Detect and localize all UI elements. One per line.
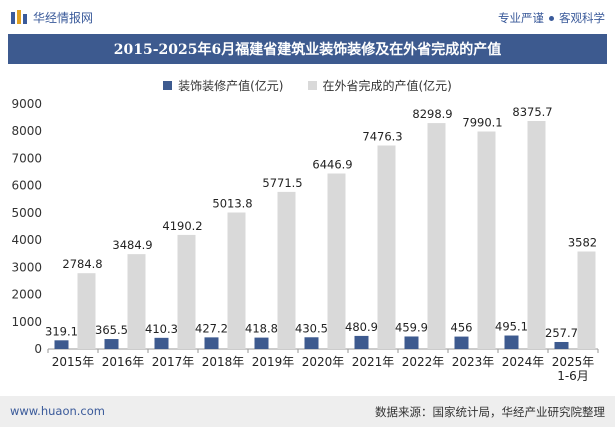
data-label-decoration: 365.5 xyxy=(95,323,128,337)
bar-decoration xyxy=(504,335,519,349)
data-label-outside: 4190.2 xyxy=(162,219,202,233)
bar-decoration xyxy=(304,337,319,349)
data-label-outside: 3582 xyxy=(568,235,597,249)
data-label-outside: 8298.9 xyxy=(412,107,452,121)
legend-label-outside: 在外省完成的产值(亿元) xyxy=(322,78,452,93)
data-label-outside: 7476.3 xyxy=(362,129,402,143)
data-label-decoration: 495.1 xyxy=(495,320,528,334)
top-bar: 华经情报网 专业严谨 客观科学 xyxy=(0,0,615,34)
bar-decoration xyxy=(404,336,419,349)
bar-decoration xyxy=(104,339,119,349)
x-tick-label: 2022年 xyxy=(402,355,445,369)
bar-chart: 0 1000 2000 3000 4000 5000 6000 7000 8000 9000 319… xyxy=(11,97,599,383)
x-tick-label: 2018年 xyxy=(202,355,245,369)
bar-outside xyxy=(77,273,96,349)
data-label-outside: 3484.9 xyxy=(112,238,152,252)
footer-url: www.huaon.com xyxy=(10,404,105,418)
y-tick-label: 9000 xyxy=(11,97,42,111)
bar-decoration xyxy=(454,336,469,349)
bar-decoration xyxy=(204,337,219,349)
bar-decoration xyxy=(254,337,269,349)
bar-outside xyxy=(527,120,546,349)
bar-outside xyxy=(327,173,346,349)
brand: 华经情报网 xyxy=(10,8,93,26)
tagline-right: 客观科学 xyxy=(559,11,605,25)
x-tick-label: 2015年 xyxy=(52,355,95,369)
tagline-left: 专业严谨 xyxy=(498,11,544,25)
data-label-decoration: 427.2 xyxy=(195,321,228,335)
bar-outside xyxy=(227,212,246,349)
x-tick-label: 2023年 xyxy=(452,355,495,369)
data-label-decoration: 418.8 xyxy=(245,322,278,336)
data-label-outside: 7990.1 xyxy=(462,115,502,129)
y-tick-label: 8000 xyxy=(11,124,42,138)
data-label-decoration: 410.3 xyxy=(145,322,178,336)
y-tick-label: 2000 xyxy=(11,288,42,302)
brand-logo-icon xyxy=(11,10,27,24)
data-label-outside: 6446.9 xyxy=(312,158,352,172)
x-tick-label: 2021年 xyxy=(352,355,395,369)
data-label-decoration: 319.1 xyxy=(45,324,78,338)
footer: www.huaon.com 数据来源：国家统计局，华经产业研究院整理 xyxy=(0,396,615,427)
tagline-dot-icon xyxy=(549,15,554,21)
y-tick-label: 5000 xyxy=(11,206,42,220)
y-tick-label: 4000 xyxy=(11,233,42,247)
x-tick-label: 2019年 xyxy=(252,355,295,369)
x-tick-label: 2024年 xyxy=(502,355,545,369)
x-tick-label: 2025年 xyxy=(552,355,595,369)
bar-outside xyxy=(427,123,446,349)
data-label-decoration: 480.9 xyxy=(345,320,378,334)
y-tick-label: 0 xyxy=(34,342,42,356)
title-bar: 2015-2025年6月福建省建筑业装饰装修及在外省完成的产值 xyxy=(8,34,607,64)
bar-decoration xyxy=(554,341,569,349)
data-label-outside: 5013.8 xyxy=(212,197,252,211)
x-tick-label: 1-6月 xyxy=(557,369,589,383)
x-tick-label: 2020年 xyxy=(302,355,345,369)
data-label-decoration: 257.7 xyxy=(545,326,578,340)
y-tick-label: 1000 xyxy=(11,315,42,329)
legend-label-decoration: 装饰装修产值(亿元) xyxy=(178,78,284,93)
legend-item-decoration: 装饰装修产值(亿元) xyxy=(163,76,284,94)
bar-decoration xyxy=(354,335,369,349)
bar-outside xyxy=(477,131,496,349)
data-label-outside: 5771.5 xyxy=(262,176,302,190)
bar-outside xyxy=(277,191,296,349)
bar-outside xyxy=(127,254,146,349)
bar-decoration xyxy=(154,337,169,349)
tagline: 专业严谨 客观科学 xyxy=(498,10,605,26)
data-label-decoration: 459.9 xyxy=(395,320,428,334)
legend-swatch-outside xyxy=(307,80,317,90)
footer-source: 数据来源：国家统计局，华经产业研究院整理 xyxy=(375,405,605,419)
brand-name: 华经情报网 xyxy=(33,10,94,25)
x-tick-label: 2016年 xyxy=(102,355,145,369)
y-tick-label: 7000 xyxy=(11,151,42,165)
chart-title: 2015-2025年6月福建省建筑业装饰装修及在外省完成的产值 xyxy=(113,42,502,58)
data-label-outside: 8375.7 xyxy=(512,105,552,119)
y-tick-label: 3000 xyxy=(11,260,42,274)
legend-swatch-decoration xyxy=(163,80,173,90)
bar-outside xyxy=(577,251,596,349)
legend: 装饰装修产值(亿元) 在外省完成的产值(亿元) xyxy=(0,76,615,94)
data-label-decoration: 430.5 xyxy=(295,321,328,335)
legend-item-outside: 在外省完成的产值(亿元) xyxy=(307,76,452,94)
bar-decoration xyxy=(54,340,69,349)
bar-outside xyxy=(377,145,396,349)
y-tick-label: 6000 xyxy=(11,179,42,193)
data-label-outside: 2784.8 xyxy=(62,257,102,271)
bar-outside xyxy=(177,234,196,349)
x-tick-label: 2017年 xyxy=(152,355,195,369)
data-label-decoration: 456 xyxy=(451,321,473,335)
